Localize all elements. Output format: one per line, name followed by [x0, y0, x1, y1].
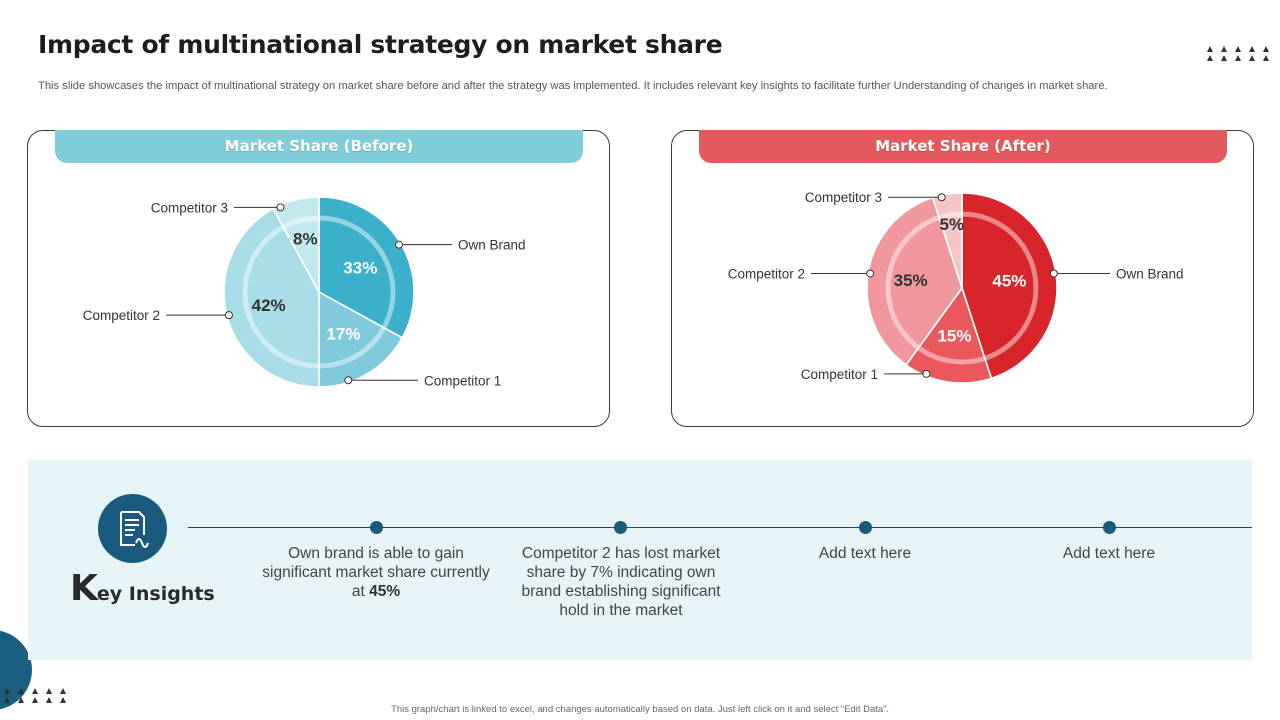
pie-value-label-before: 8% — [293, 230, 318, 249]
timeline-dot — [1103, 521, 1116, 534]
pie-value-label-after: 35% — [894, 271, 928, 290]
key-insights-letter: K — [70, 568, 98, 609]
timeline-dot — [370, 521, 383, 534]
pie-slice-before-competitor-1 — [318, 290, 404, 388]
callout-marker-after — [937, 193, 946, 202]
pie-value-label-after: 45% — [992, 271, 1026, 290]
callout-marker-after — [922, 369, 931, 378]
category-label-after: Own Brand — [1116, 266, 1184, 281]
category-label-after: Competitor 2 — [728, 266, 805, 281]
pie-value-label-after: 15% — [937, 326, 971, 345]
timeline-dot — [859, 521, 872, 534]
callout-marker-before — [276, 203, 285, 212]
key-insights-section: Key Insights Own brand is able to gain s… — [28, 460, 1252, 660]
key-insights-heading: Key Insights — [70, 568, 215, 609]
category-label-before: Own Brand — [458, 238, 526, 253]
insight-1: Own brand is able to gain significant ma… — [261, 544, 491, 601]
footer-note: This graph/chart is linked to excel, and… — [391, 704, 889, 715]
insight-1-text: Own brand is able to gain significant ma… — [262, 545, 490, 600]
insight-4: Add text here — [1062, 545, 1156, 562]
callout-marker-before — [395, 240, 404, 249]
triangle-pattern-decoration — [4, 688, 74, 703]
timeline-dot — [614, 521, 627, 534]
insight-3: Add text here — [818, 545, 912, 562]
pie-value-label-after: 5% — [940, 215, 965, 234]
pie-value-label-before: 17% — [326, 324, 360, 343]
pie-divider-after — [905, 287, 963, 366]
chart-title-after: Market Share (After) — [699, 130, 1227, 163]
callout-marker-before — [224, 311, 233, 320]
pie-divider-after — [961, 287, 993, 379]
triangle-pattern-decoration — [1207, 46, 1277, 61]
insight-2: Competitor 2 has lost market share by 7%… — [521, 545, 721, 619]
key-insights-title: ey Insights — [96, 583, 215, 605]
callout-marker-after — [1049, 269, 1058, 278]
pie-chart-before: 33% 17% 42% 8% Own Brand Competitor 1 Competit… — [83, 196, 526, 388]
chart-panel-before: 33% 17% 42% 8% Own Brand Competitor 1 Competit… — [27, 130, 610, 427]
timeline-line — [188, 527, 1252, 528]
page-subtitle: This slide showcases the impact of multi… — [38, 80, 1108, 92]
pie-divider-before — [272, 208, 320, 293]
category-label-after: Competitor 3 — [805, 190, 882, 205]
pie-value-label-before: 33% — [343, 259, 377, 278]
chart-panel-after: 45% 15% 35% 5% Own Brand Competitor 1 Competit… — [671, 130, 1254, 427]
chart-title-before: Market Share (Before) — [55, 130, 583, 163]
category-label-before: Competitor 1 — [424, 373, 501, 388]
page-title: Impact of multinational strategy on mark… — [38, 30, 723, 59]
pie-chart-after: 45% 15% 35% 5% Own Brand Competitor 1 Competit… — [728, 190, 1184, 384]
document-checklist-icon — [98, 494, 167, 563]
category-label-before: Competitor 2 — [83, 308, 160, 323]
pie-divider-after — [931, 197, 963, 289]
pie-value-label-before: 42% — [252, 296, 286, 315]
callout-marker-before — [344, 376, 353, 385]
pie-divider-before — [318, 291, 403, 339]
callout-marker-after — [866, 269, 875, 278]
pie-slice-after-competitor-1 — [905, 286, 993, 384]
category-label-before: Competitor 3 — [151, 200, 228, 215]
insight-1-highlight: 45% — [369, 583, 401, 600]
category-label-after: Competitor 1 — [801, 367, 878, 382]
